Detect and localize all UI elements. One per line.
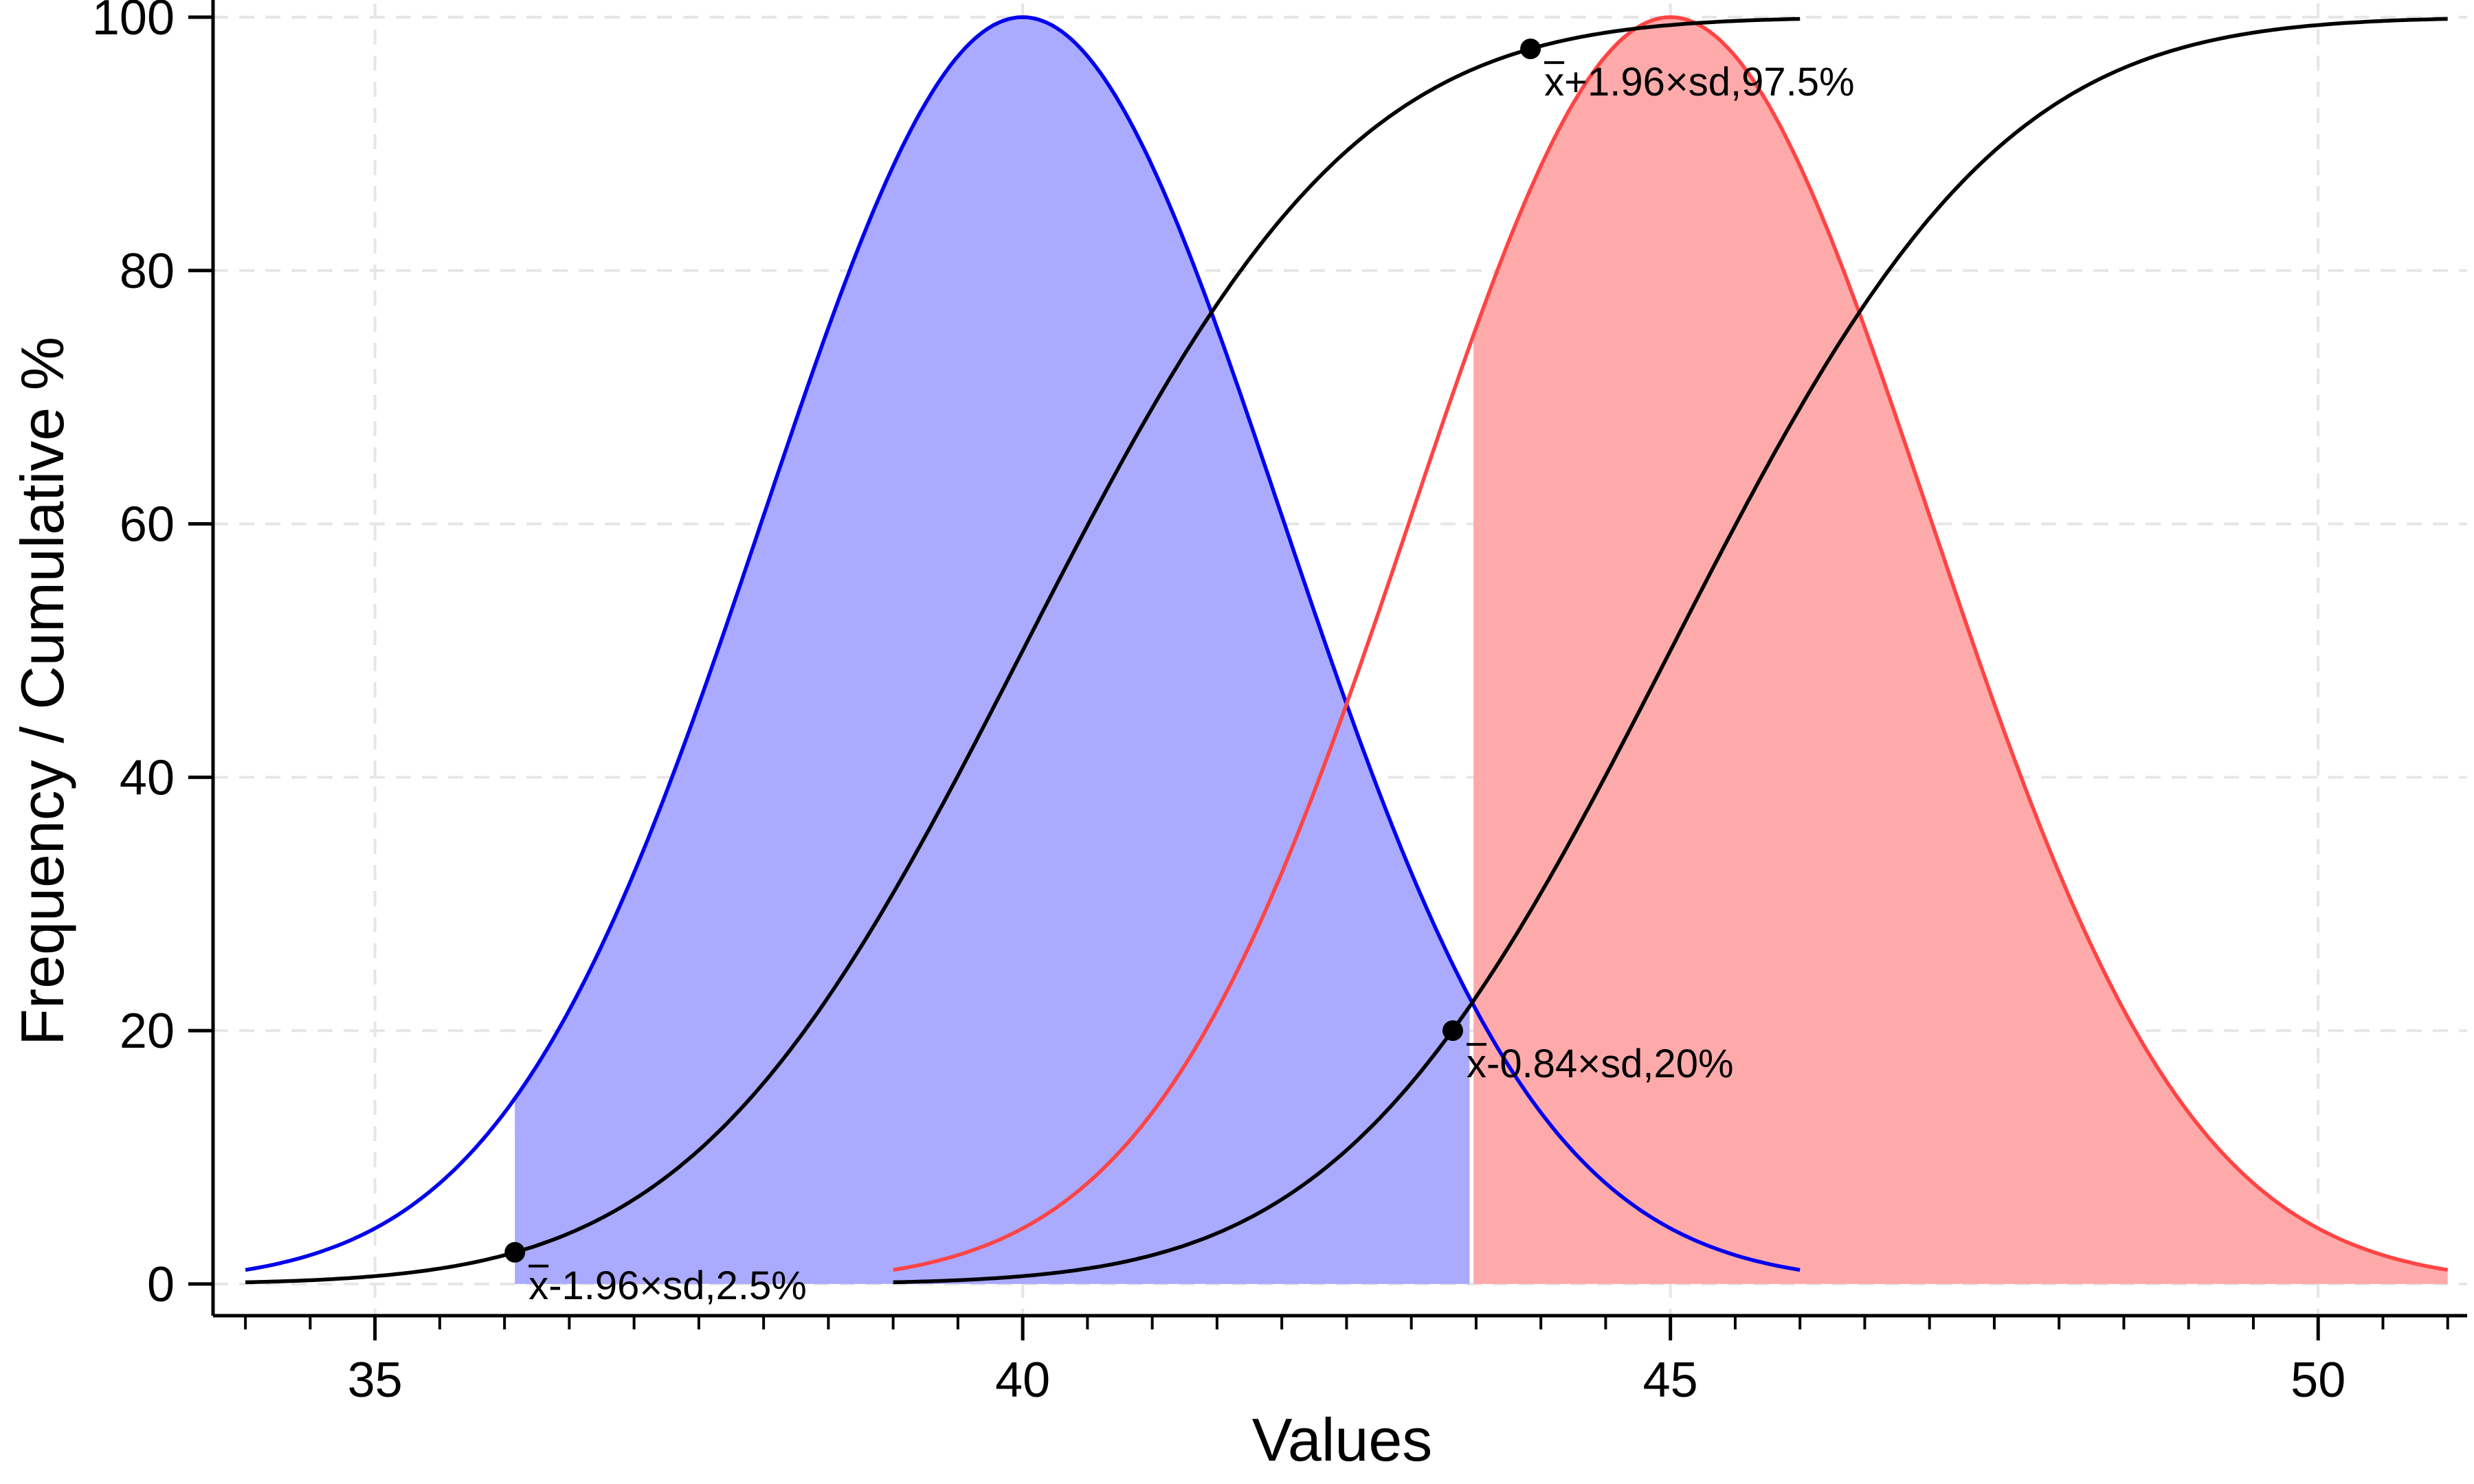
x-tick-label: 45 — [1643, 1353, 1698, 1408]
x-tick-label: 50 — [2291, 1353, 2345, 1408]
curves — [245, 15, 2449, 1285]
y-axis-title: Frequency / Cumulative % — [8, 337, 76, 1046]
annotated-point — [1520, 38, 1541, 60]
cumulative-curve-4 — [893, 16, 2448, 1285]
shaded-area-2 — [1473, 17, 2448, 1284]
y-tick-label: 20 — [120, 1004, 175, 1059]
annotated-point — [504, 1241, 526, 1263]
shaded-area-1 — [515, 17, 1470, 1284]
x-axis-title: Values — [1252, 1406, 1433, 1474]
y-tick-label: 40 — [120, 750, 175, 805]
annotated-points: x-1.96×sd,2.5% x+1.96×sd,97.5% x-0.84×sd,2… — [504, 38, 1855, 1308]
y-tick-label: 100 — [92, 0, 175, 45]
shaded-areas — [515, 17, 2448, 1284]
y-tick-label: 80 — [120, 244, 175, 299]
cumulative-curve-3 — [245, 16, 1801, 1285]
axes: 35 40 45 50 0 20 40 60 80 100 — [92, 0, 2467, 1408]
y-tick-label: 0 — [147, 1257, 175, 1312]
x-tick-label: 40 — [995, 1353, 1050, 1408]
point-label: x+1.96×sd,97.5% — [1544, 60, 1854, 104]
annotated-point — [1442, 1020, 1463, 1042]
density-curve-1 — [245, 15, 1801, 1272]
point-label: x-1.96×sd,2.5% — [528, 1263, 807, 1308]
point-label: x-0.84×sd,20% — [1467, 1042, 1734, 1086]
y-tick-label: 60 — [120, 497, 175, 552]
x-tick-label: 35 — [348, 1353, 403, 1408]
density-curve-2 — [893, 15, 2449, 1272]
